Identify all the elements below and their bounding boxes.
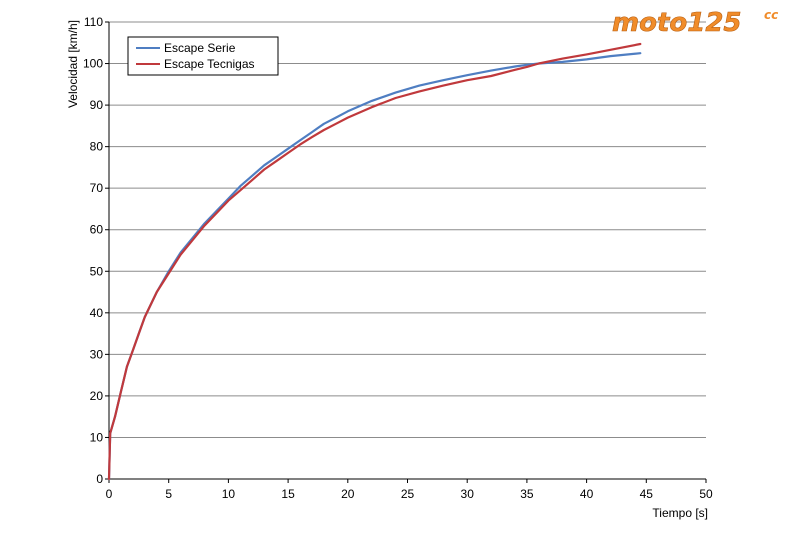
y-tick-label: 100 bbox=[83, 57, 103, 71]
y-axis-label: Velocidad [km/h] bbox=[66, 20, 80, 108]
legend-label-serie: Escape Serie bbox=[164, 41, 236, 55]
moto125-logo: moto125 cc bbox=[612, 8, 779, 39]
x-tick-label: 10 bbox=[222, 487, 236, 501]
y-ticks: 0 10 20 30 40 50 60 70 80 90 100 110 bbox=[83, 15, 109, 486]
x-tick-label: 0 bbox=[106, 487, 113, 501]
legend: Escape Serie Escape Tecnigas bbox=[127, 36, 279, 76]
axes bbox=[108, 22, 706, 480]
y-tick-label: 60 bbox=[90, 223, 104, 237]
x-tick-label: 35 bbox=[520, 487, 534, 501]
x-tick-label: 20 bbox=[341, 487, 355, 501]
series-lines bbox=[107, 42, 642, 481]
y-tick-label: 50 bbox=[90, 264, 104, 278]
y-tick-label: 30 bbox=[90, 347, 104, 361]
x-tick-label: 45 bbox=[640, 487, 654, 501]
logo-text: moto125 bbox=[612, 8, 742, 38]
series-line-escape-serie bbox=[107, 52, 642, 481]
legend-box bbox=[127, 36, 279, 76]
x-tick-label: 40 bbox=[580, 487, 594, 501]
x-tick-label: 50 bbox=[699, 487, 713, 501]
grid-lines bbox=[109, 21, 706, 438]
y-tick-label: 10 bbox=[90, 430, 104, 444]
x-tick-label: 15 bbox=[281, 487, 295, 501]
x-tick-label: 5 bbox=[165, 487, 172, 501]
y-tick-label: 110 bbox=[84, 15, 103, 29]
x-tick-label: 25 bbox=[401, 487, 415, 501]
x-axis-label: Tiempo [s] bbox=[652, 506, 708, 520]
x-ticks: 0 5 10 15 20 25 30 35 40 45 50 bbox=[106, 479, 713, 501]
y-tick-label: 90 bbox=[90, 98, 104, 112]
y-tick-label: 40 bbox=[90, 306, 104, 320]
y-tick-label: 80 bbox=[90, 140, 104, 154]
y-tick-label: 70 bbox=[90, 181, 104, 195]
x-tick-label: 30 bbox=[461, 487, 475, 501]
y-tick-label: 0 bbox=[96, 472, 103, 486]
logo-suffix: cc bbox=[764, 8, 778, 22]
y-tick-label: 20 bbox=[90, 389, 104, 403]
legend-label-tecnigas: Escape Tecnigas bbox=[164, 57, 255, 71]
series-line-escape-tecnigas bbox=[107, 42, 642, 481]
